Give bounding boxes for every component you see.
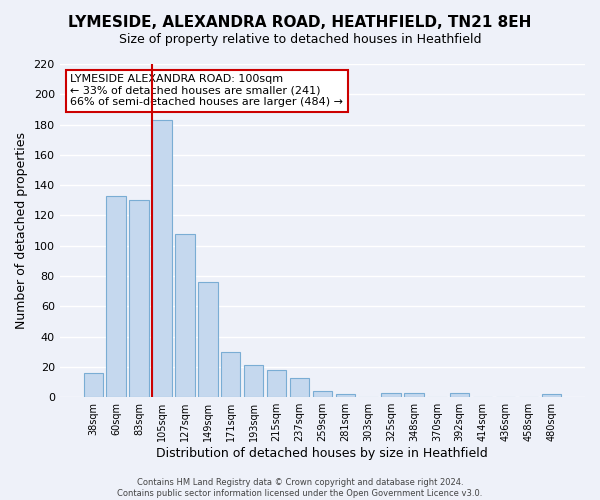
- Bar: [542, 394, 561, 397]
- Y-axis label: Number of detached properties: Number of detached properties: [15, 132, 28, 329]
- Text: Contains HM Land Registry data © Crown copyright and database right 2024.
Contai: Contains HM Land Registry data © Crown c…: [118, 478, 482, 498]
- Bar: [106, 196, 126, 397]
- Bar: [450, 392, 469, 397]
- Bar: [198, 282, 218, 397]
- Bar: [335, 394, 355, 397]
- Bar: [382, 392, 401, 397]
- Text: LYMESIDE, ALEXANDRA ROAD, HEATHFIELD, TN21 8EH: LYMESIDE, ALEXANDRA ROAD, HEATHFIELD, TN…: [68, 15, 532, 30]
- Bar: [83, 373, 103, 397]
- Bar: [152, 120, 172, 397]
- Bar: [404, 392, 424, 397]
- Text: LYMESIDE ALEXANDRA ROAD: 100sqm
← 33% of detached houses are smaller (241)
66% o: LYMESIDE ALEXANDRA ROAD: 100sqm ← 33% of…: [70, 74, 343, 107]
- Bar: [267, 370, 286, 397]
- X-axis label: Distribution of detached houses by size in Heathfield: Distribution of detached houses by size …: [157, 447, 488, 460]
- Bar: [290, 378, 309, 397]
- Bar: [244, 366, 263, 397]
- Bar: [175, 234, 194, 397]
- Bar: [130, 200, 149, 397]
- Text: Size of property relative to detached houses in Heathfield: Size of property relative to detached ho…: [119, 32, 481, 46]
- Bar: [221, 352, 241, 397]
- Bar: [313, 391, 332, 397]
